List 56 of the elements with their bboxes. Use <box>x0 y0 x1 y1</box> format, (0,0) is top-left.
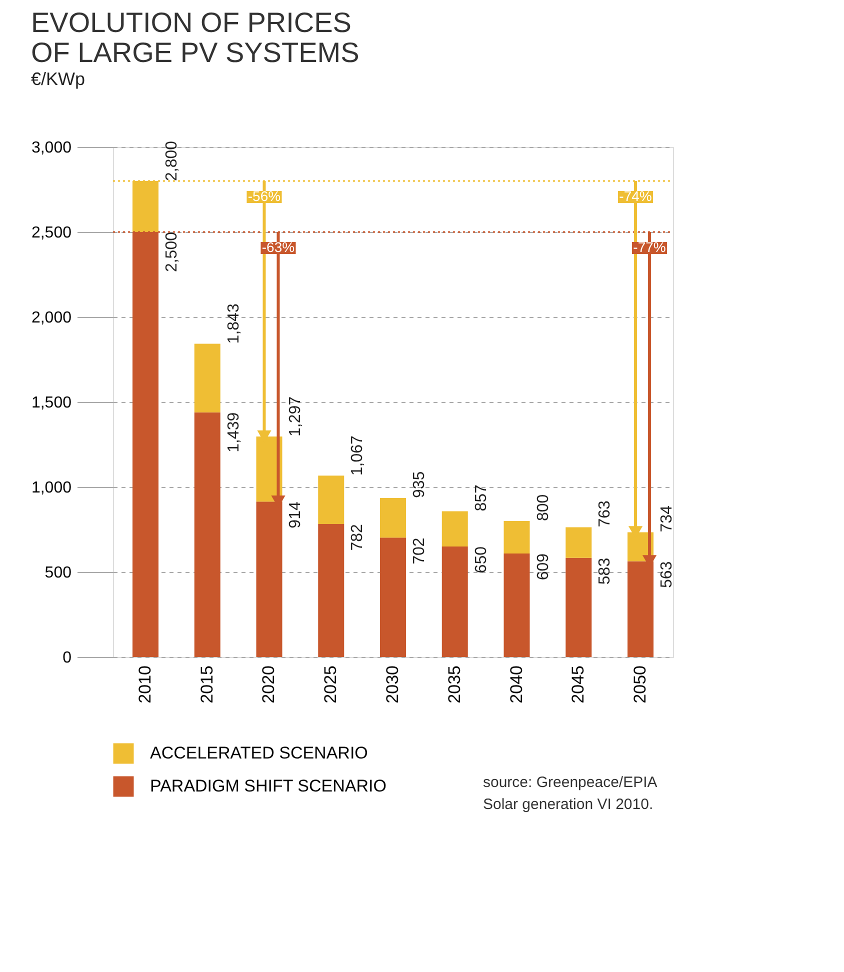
x-tick-label: 2040 <box>506 666 526 704</box>
data-label: 563 <box>658 561 676 588</box>
total-label: 1,297 <box>287 396 304 437</box>
data-label: 583 <box>596 558 614 585</box>
x-tick-label: 2015 <box>197 666 216 704</box>
bar <box>318 524 344 657</box>
bar <box>566 558 592 657</box>
total-label: 734 <box>658 505 676 532</box>
bar <box>442 511 468 546</box>
y-tick-label: 2,000 <box>31 310 72 326</box>
annotation: -56% <box>248 188 281 204</box>
y-tick-label: 0 <box>62 650 72 666</box>
y-tick-label: 3,000 <box>31 140 72 156</box>
x-tick-label: 2010 <box>135 666 154 704</box>
x-tick-label: 2030 <box>383 666 402 704</box>
bar <box>566 527 592 558</box>
data-label: 702 <box>411 538 428 564</box>
x-tick-label: 2020 <box>259 666 278 704</box>
x-tick-label: 2035 <box>444 666 464 704</box>
chart-subtitle: €/KWp <box>30 69 85 89</box>
total-label: 857 <box>472 484 490 512</box>
y-tick-label: 1,500 <box>31 394 72 412</box>
bar <box>504 521 530 554</box>
legend-label: ACCELERATED SCENARIO <box>150 744 368 762</box>
bar <box>442 546 468 657</box>
text: Solar generation VI 2010. <box>483 796 654 813</box>
data-label: 650 <box>472 546 490 574</box>
bar <box>318 476 344 524</box>
annotation: -77% <box>633 239 666 255</box>
data-label: 1,439 <box>225 412 242 452</box>
total-label: 935 <box>411 471 428 498</box>
data-label: 609 <box>534 553 552 580</box>
total-label: 2,800 <box>163 140 180 181</box>
y-tick-label: 2,500 <box>31 224 72 242</box>
chart-title: EVOLUTION OF PRICES OF LARGE PV SYSTEMS <box>30 7 360 68</box>
bar <box>380 538 406 657</box>
total-label: 763 <box>596 500 614 528</box>
x-tick-label: 2025 <box>321 666 340 704</box>
total-label: 800 <box>534 494 552 521</box>
bar <box>504 553 530 657</box>
y-tick-label: 500 <box>44 564 72 582</box>
x-tick-label: 2045 <box>568 666 588 704</box>
x-tick-label: 2050 <box>630 666 650 704</box>
data-label: 914 <box>287 502 304 528</box>
annotation: -63% <box>262 239 295 255</box>
total-label: 1,067 <box>349 435 366 476</box>
bar <box>194 344 220 412</box>
y-tick-label: 1,000 <box>31 480 72 496</box>
total-label: 1,843 <box>225 304 242 344</box>
data-label: 782 <box>349 524 366 551</box>
source-note: source: Greenpeace/EPIA <box>483 774 658 791</box>
bar <box>194 412 220 657</box>
annotation: -74% <box>619 188 652 204</box>
bar <box>380 498 406 538</box>
legend-label: PARADIGM SHIFT SCENARIO <box>150 776 386 796</box>
data-label: 2,500 <box>163 232 180 272</box>
